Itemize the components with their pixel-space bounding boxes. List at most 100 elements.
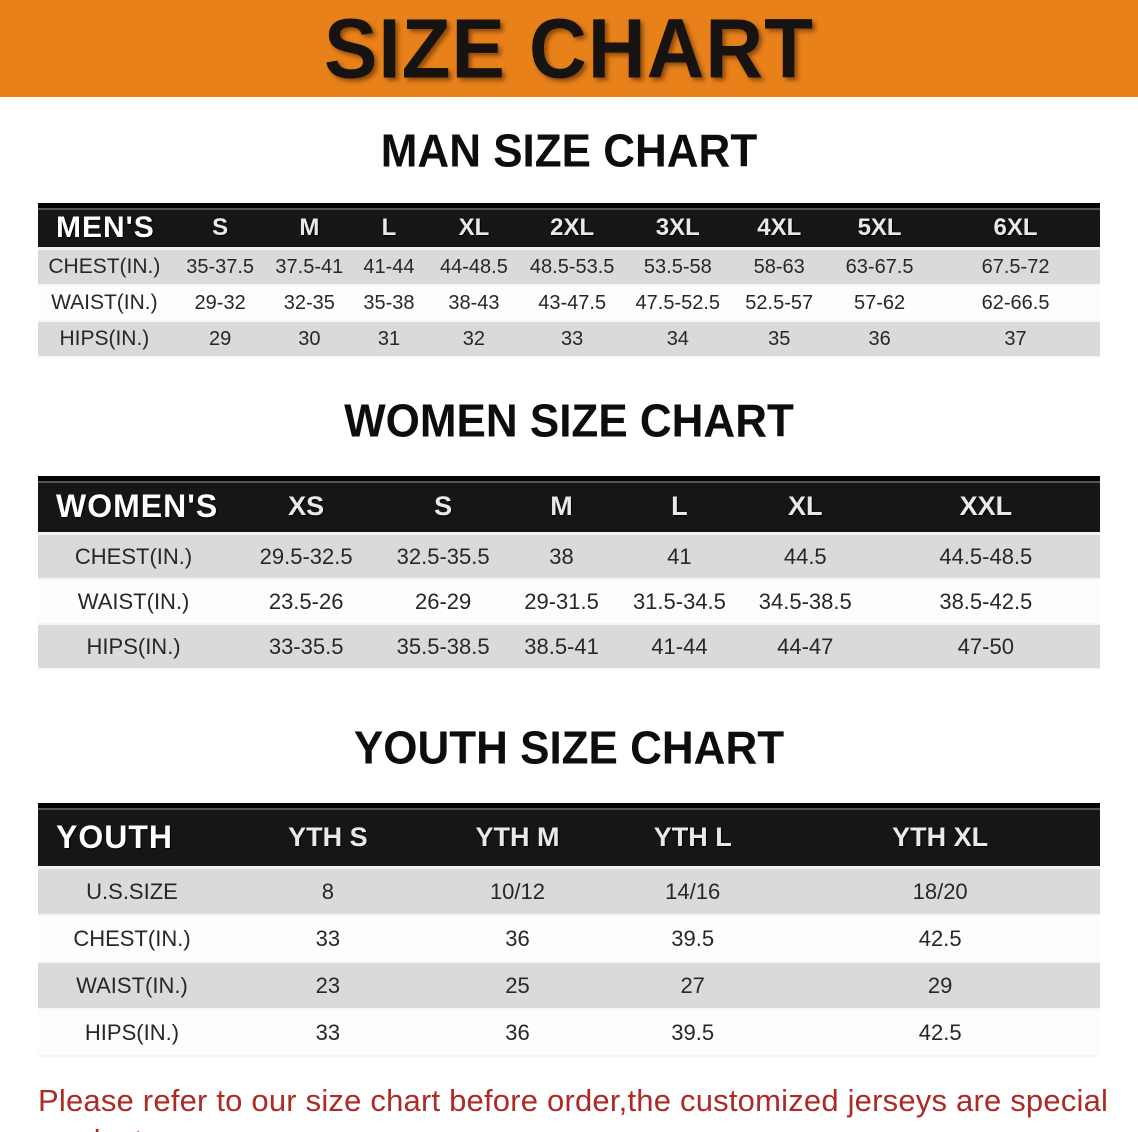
size-value: 36: [429, 1009, 606, 1057]
size-value: 41: [619, 533, 739, 580]
youth-size-table: YOUTH YTH S YTH M YTH L YTH XL U.S.SIZE 8 10/12…: [38, 803, 1100, 1057]
disclaimer-line-1: Please refer to our size chart before or…: [38, 1083, 1109, 1132]
size-value: 10/12: [429, 867, 606, 916]
section-women: WOMEN SIZE CHART WOMEN'S XS S M L XL XXL CHEST(…: [0, 395, 1138, 670]
size-value: 48.5-53.5: [519, 248, 626, 286]
size-value: 26-29: [383, 579, 504, 625]
size-value: 39.5: [605, 1009, 781, 1057]
men-section-heading: MAN SIZE CHART: [380, 125, 758, 178]
size-value: 36: [828, 321, 932, 358]
size-value: 29-32: [170, 285, 270, 322]
men-size-table: MEN'S S M L XL 2XL 3XL 4XL 5XL 6XL CHEST(IN.) 35-37…: [38, 203, 1100, 358]
size-value: 34: [625, 321, 731, 358]
size-value: 23.5-26: [229, 579, 384, 625]
table-row: HIPS(IN.) 29 30 31 32 33 34 35 36 37: [38, 321, 1100, 358]
size-column-header: XXL: [871, 476, 1100, 535]
size-value: 38.5-42.5: [871, 579, 1100, 625]
row-label: U.S.SIZE: [38, 867, 226, 916]
size-value: 38.5-41: [503, 624, 620, 670]
size-value: 29: [170, 321, 270, 358]
size-value: 52.5-57: [730, 285, 829, 322]
women-size-table: WOMEN'S XS S M L XL XXL CHEST(IN.) 29.5-32.5 32.5…: [38, 476, 1100, 670]
row-label: CHEST(IN.): [38, 248, 171, 286]
size-value: 67.5-72: [931, 248, 1100, 286]
size-value: 35-37.5: [170, 248, 270, 286]
size-value: 33-35.5: [229, 624, 384, 670]
table-row: WAIST(IN.) 23.5-26 26-29 29-31.5 31.5-34.5 34…: [38, 579, 1100, 625]
size-value: 29.5-32.5: [229, 533, 384, 580]
size-value: 44.5-48.5: [871, 533, 1100, 580]
size-column-header: L: [619, 476, 739, 535]
size-value: 57-62: [828, 285, 932, 322]
size-value: 27: [605, 962, 781, 1010]
section-men: MAN SIZE CHART MEN'S S M L XL 2XL 3XL 4XL 5XL 6XL…: [0, 125, 1138, 358]
size-value: 30: [269, 321, 350, 358]
size-value: 14/16: [605, 867, 781, 916]
size-column-header: 5XL: [828, 203, 932, 250]
table-header-row: WOMEN'S XS S M L XL XXL: [38, 476, 1100, 535]
size-value: 25: [429, 962, 606, 1010]
row-label: WAIST(IN.): [38, 962, 226, 1010]
size-value: 8: [225, 867, 430, 916]
table-row: HIPS(IN.) 33 36 39.5 42.5: [38, 1009, 1100, 1057]
row-label: WAIST(IN.): [38, 285, 171, 322]
table-row: U.S.SIZE 8 10/12 14/16 18/20: [38, 867, 1100, 916]
disclaimer: Please refer to our size chart before or…: [0, 1081, 1138, 1132]
table-row: WAIST(IN.) 23 25 27 29: [38, 962, 1100, 1010]
table-header-row: MEN'S S M L XL 2XL 3XL 4XL 5XL 6XL: [38, 203, 1100, 250]
size-value: 62-66.5: [931, 285, 1100, 322]
size-column-header: 4XL: [730, 203, 829, 250]
table-row: CHEST(IN.) 29.5-32.5 32.5-35.5 38 41 44.5 44.5…: [38, 533, 1100, 580]
size-column-header: YTH S: [225, 803, 430, 869]
size-value: 32: [428, 321, 520, 358]
size-value: 31.5-34.5: [619, 579, 739, 625]
section-youth: YOUTH SIZE CHART YOUTH YTH S YTH M YTH L YTH…: [0, 723, 1138, 1057]
table-header-row: YOUTH YTH S YTH M YTH L YTH XL: [38, 803, 1100, 869]
size-column-header: 2XL: [519, 203, 626, 250]
size-value: 38-43: [428, 285, 520, 322]
size-value: 58-63: [730, 248, 829, 286]
size-value: 44-48.5: [428, 248, 520, 286]
size-value: 47-50: [871, 624, 1100, 670]
size-value: 33: [225, 1009, 430, 1057]
size-column-header: L: [349, 203, 429, 250]
size-value: 43-47.5: [519, 285, 626, 322]
size-value: 63-67.5: [828, 248, 932, 286]
size-value: 39.5: [605, 915, 781, 963]
size-value: 35: [730, 321, 829, 358]
size-value: 29-31.5: [503, 579, 620, 625]
size-value: 31: [349, 321, 429, 358]
size-value: 41-44: [619, 624, 739, 670]
table-title-cell: WOMEN'S: [38, 476, 230, 535]
table-title-cell: MEN'S: [38, 203, 171, 250]
size-value: 37.5-41: [269, 248, 350, 286]
size-column-header: M: [503, 476, 620, 535]
size-column-header: XS: [229, 476, 384, 535]
size-value: 36: [429, 915, 606, 963]
size-value: 53.5-58: [625, 248, 731, 286]
row-label: WAIST(IN.): [38, 579, 230, 625]
row-label: HIPS(IN.): [38, 321, 171, 358]
size-value: 38: [503, 533, 620, 580]
size-value: 42.5: [780, 915, 1100, 963]
size-value: 33: [225, 915, 430, 963]
size-value: 29: [780, 962, 1100, 1010]
size-column-header: YTH M: [429, 803, 606, 869]
size-value: 47.5-52.5: [625, 285, 731, 322]
size-column-header: M: [269, 203, 350, 250]
size-value: 44.5: [738, 533, 872, 580]
size-value: 42.5: [780, 1009, 1100, 1057]
row-label: HIPS(IN.): [38, 624, 230, 670]
size-column-header: 6XL: [931, 203, 1100, 250]
size-value: 33: [519, 321, 626, 358]
row-label: HIPS(IN.): [38, 1009, 226, 1057]
size-column-header: S: [170, 203, 270, 250]
size-column-header: S: [383, 476, 504, 535]
size-value: 34.5-38.5: [738, 579, 872, 625]
row-label: CHEST(IN.): [38, 915, 226, 963]
size-column-header: YTH L: [605, 803, 781, 869]
table-title-cell: YOUTH: [38, 803, 226, 869]
size-column-header: YTH XL: [780, 803, 1100, 869]
women-section-heading: WOMEN SIZE CHART: [344, 395, 794, 448]
